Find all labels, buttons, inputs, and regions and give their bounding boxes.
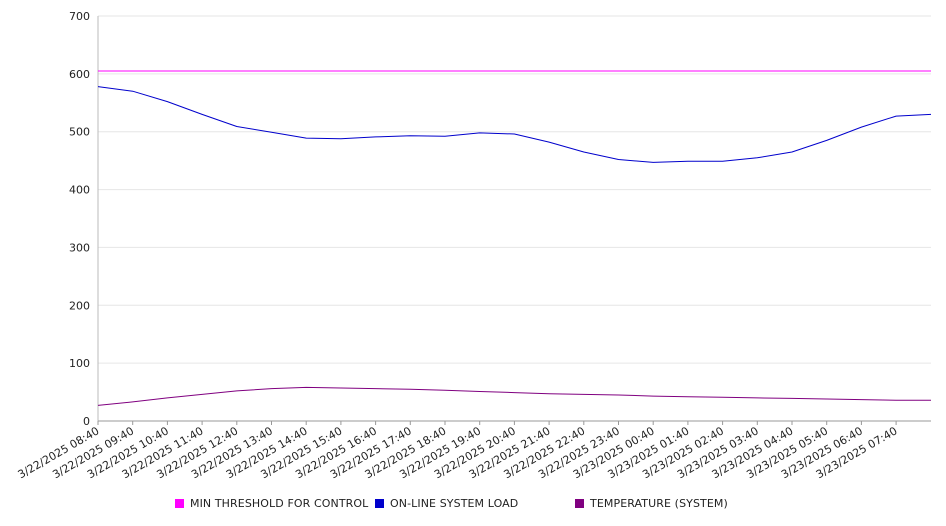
legend-item-online-system-load: ON-LINE SYSTEM LOAD xyxy=(375,497,518,510)
y-tick-label-200: 200 xyxy=(69,299,90,312)
legend-label-min-threshold: MIN THRESHOLD FOR CONTROL xyxy=(190,497,369,510)
legend-label-online-system-load: ON-LINE SYSTEM LOAD xyxy=(390,497,519,510)
series-line-1 xyxy=(97,86,932,163)
y-tick-label-600: 600 xyxy=(69,68,90,81)
y-tick-label-100: 100 xyxy=(69,357,90,370)
legend-swatch-min-threshold xyxy=(175,499,184,508)
axes xyxy=(97,16,931,425)
legend-swatch-online-system-load xyxy=(375,499,384,508)
legend-label-temperature-system: TEMPERATURE (SYSTEM) xyxy=(590,497,728,510)
y-tick-label-500: 500 xyxy=(69,126,90,139)
y-tick-label-400: 400 xyxy=(69,184,90,197)
x-tick-labels: 3/22/2025 08:403/22/2025 09:403/22/2025 … xyxy=(16,424,900,481)
y-tick-labels: 0 100 200 300 400 500 600 700 xyxy=(69,10,90,428)
legend-item-min-threshold: MIN THRESHOLD FOR CONTROL xyxy=(175,497,368,510)
series-line-2 xyxy=(97,386,931,406)
y-tick-label-0: 0 xyxy=(83,415,90,428)
y-tick-label-300: 300 xyxy=(69,241,90,254)
chart-legend: MIN THRESHOLD FOR CONTROL ON-LINE SYSTEM… xyxy=(0,497,946,515)
series-lines xyxy=(97,70,932,406)
legend-item-temperature-system: TEMPERATURE (SYSTEM) xyxy=(575,497,728,510)
y-tick-label-700: 700 xyxy=(69,10,90,23)
legend-swatch-temperature-system xyxy=(575,499,584,508)
gridlines xyxy=(98,15,931,364)
